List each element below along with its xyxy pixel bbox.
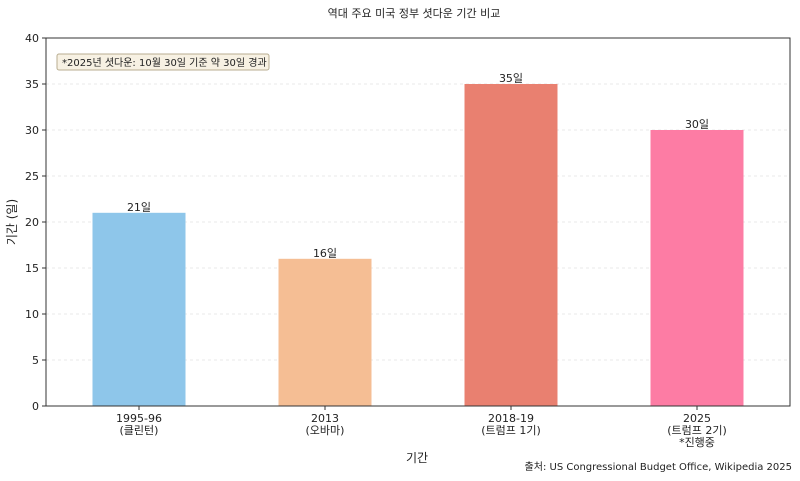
bar-value-label: 16일 <box>313 246 337 260</box>
bar <box>464 84 558 406</box>
chart-title: 역대 주요 미국 정부 셧다운 기간 비교 <box>328 7 501 20</box>
bar <box>278 258 372 406</box>
y-tick-label: 30 <box>25 124 39 137</box>
y-tick-label: 25 <box>25 170 39 183</box>
annotation-text: *2025년 셧다운: 10월 30일 기준 약 30일 경과 <box>62 56 267 69</box>
y-tick-label: 40 <box>25 32 39 45</box>
y-axis-title: 기간 (일) <box>5 199 19 245</box>
y-tick-label: 0 <box>32 400 39 413</box>
bar-value-label: 21일 <box>127 200 151 214</box>
y-tick-label: 15 <box>25 262 39 275</box>
y-tick-label: 35 <box>25 78 39 91</box>
annotation-background <box>56 53 270 71</box>
x-tick-label: 2025 (트럼프 2기) *진행중 <box>667 412 727 449</box>
x-tick-label: 1995-96 (클린턴) <box>116 412 162 437</box>
x-tick-label: 2013 (오바마) <box>306 412 345 437</box>
x-tick-label: 2018-19 (트럼프 1기) <box>481 412 541 437</box>
bar-value-label: 35일 <box>499 71 523 85</box>
y-tick-label: 5 <box>32 354 39 367</box>
bar <box>92 212 186 406</box>
y-tick-label: 20 <box>25 216 39 229</box>
x-axis-title: 기간 <box>406 451 428 465</box>
y-tick-label: 10 <box>25 308 39 321</box>
bar-value-label: 30일 <box>685 117 709 131</box>
annotation-box: *2025년 셧다운: 10월 30일 기준 약 30일 경과 <box>56 53 270 71</box>
source-note: 출처: US Congressional Budget Office, Wiki… <box>525 461 792 473</box>
bar <box>650 130 744 406</box>
